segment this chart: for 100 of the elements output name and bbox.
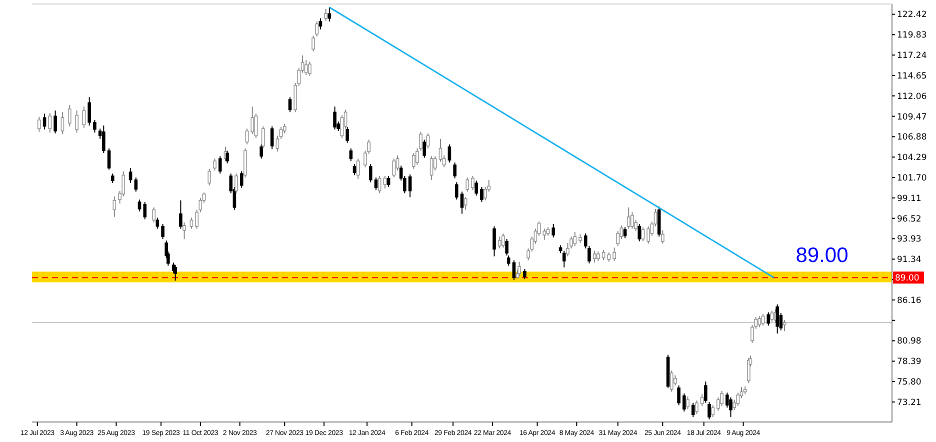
- candlestick: [630, 212, 634, 230]
- candlestick: [288, 96, 292, 113]
- candlestick: [218, 156, 222, 174]
- y-tick-label: 99.11: [897, 194, 922, 204]
- candlestick: [542, 228, 546, 240]
- y-tick-label: 96.52: [897, 214, 922, 224]
- candlestick: [674, 374, 677, 386]
- y-tick-label: 109.47: [897, 112, 927, 122]
- candlestick: [54, 110, 57, 134]
- candlestick: [623, 226, 627, 239]
- candlestick: [392, 158, 396, 178]
- candlestick: [174, 264, 177, 282]
- candlestick: [88, 96, 91, 126]
- candlestick: [208, 168, 212, 186]
- candlestick: [729, 396, 732, 418]
- candlestick: [308, 61, 312, 76]
- ref-line-label: 89.00: [895, 274, 920, 284]
- y-tick-label: 80.98: [897, 336, 922, 347]
- candlestick: [466, 177, 470, 192]
- candlestick: [430, 156, 434, 180]
- candlestick: [502, 232, 505, 248]
- candlestick: [234, 173, 238, 194]
- candlestick: [602, 249, 606, 261]
- candlestick: [110, 173, 114, 184]
- candlestick: [573, 231, 577, 247]
- candlestick: [460, 191, 464, 214]
- candlestick: [152, 206, 156, 223]
- candlestick: [552, 223, 556, 238]
- y-tick-label: 91.34: [897, 255, 922, 266]
- candlestick: [670, 370, 674, 392]
- candlestick: [416, 148, 419, 166]
- candlestick: [776, 304, 779, 334]
- candlestick: [661, 230, 664, 244]
- candlestick: [315, 20, 319, 37]
- candlestick: [453, 162, 456, 179]
- candlestick: [691, 402, 695, 418]
- candlestick: [412, 152, 416, 170]
- candlestick: [708, 402, 711, 420]
- candlestick: [638, 223, 642, 242]
- candlestick: [626, 206, 630, 230]
- candlestick: [368, 164, 372, 183]
- candlestick: [408, 174, 412, 198]
- candlestick: [190, 217, 194, 230]
- candlestick: [641, 226, 645, 242]
- y-tick-label: 73.21: [897, 398, 922, 408]
- y-tick-label: 75.80: [897, 378, 922, 388]
- y-tick-label: 93.93: [897, 234, 922, 245]
- candlestick: [93, 119, 96, 134]
- candlestick: [518, 261, 521, 276]
- candlestick: [700, 394, 704, 407]
- y-tick-label: 104.29: [897, 153, 927, 164]
- candlestick: [374, 177, 378, 191]
- candlestick: [346, 126, 349, 144]
- candlestick: [143, 201, 147, 220]
- candlestick: [512, 260, 516, 280]
- candlestick: [260, 144, 263, 160]
- candlestick: [312, 35, 315, 52]
- candlestick: [782, 320, 786, 332]
- candlestick: [607, 252, 611, 262]
- candlestick: [770, 310, 774, 322]
- candlestick: [474, 180, 478, 196]
- candlestick: [596, 251, 600, 262]
- candlestick: [686, 396, 690, 410]
- candlestick: [270, 126, 274, 150]
- candlestick: [75, 110, 78, 134]
- y-tick-label: 112.06: [897, 92, 927, 102]
- candlestick: [386, 175, 390, 188]
- candlestick: [245, 128, 249, 145]
- candlestick: [333, 106, 336, 130]
- candlestick: [704, 381, 708, 404]
- candlestick: [82, 106, 86, 128]
- candlestick: [161, 223, 164, 240]
- candlestick: [304, 60, 308, 76]
- candlestick: [128, 168, 132, 184]
- candlestick: [213, 158, 216, 171]
- candlestick: [134, 177, 138, 192]
- candlestick: [352, 164, 356, 176]
- candlestick: [107, 148, 111, 170]
- candlestick: [138, 199, 142, 212]
- y-tick-label: 101.70: [897, 173, 927, 184]
- candlestick: [747, 357, 750, 384]
- candlestick: [182, 222, 186, 240]
- candlestick: [711, 404, 714, 418]
- y-tick-label: 119.83: [897, 30, 927, 41]
- candlestick: [378, 175, 382, 194]
- y-tick-label: 117.24: [897, 51, 927, 62]
- candlestick: [226, 150, 229, 164]
- y-tick-label: 86.16: [897, 296, 922, 306]
- candlestick: [498, 236, 502, 249]
- y-tick-label: 78.39: [897, 357, 922, 368]
- candlestick: [426, 132, 430, 149]
- candlestick: [318, 18, 322, 30]
- candlestick: [506, 255, 510, 266]
- candlestick: [60, 112, 64, 135]
- candlestick: [102, 125, 106, 154]
- annotation: 89.00: [796, 244, 848, 267]
- candlestick: [48, 112, 52, 134]
- candlestick: [422, 139, 426, 158]
- candlestick: [38, 116, 41, 132]
- candlestick: [349, 148, 353, 162]
